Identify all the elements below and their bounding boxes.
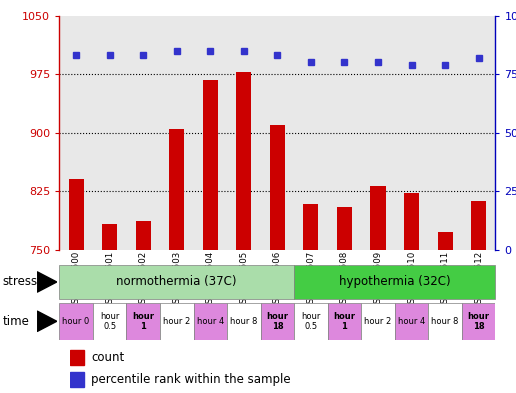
Text: hour
0.5: hour 0.5 [100,312,119,331]
Bar [69,179,84,250]
Text: count: count [91,351,124,364]
Bar [203,80,218,250]
Text: hour 8: hour 8 [431,317,459,326]
Bar [59,265,294,299]
Bar [438,231,453,250]
Polygon shape [37,311,57,331]
Text: normothermia (37C): normothermia (37C) [117,275,237,288]
Bar [303,204,318,250]
Bar [337,207,352,250]
Bar [294,303,328,340]
Bar [261,303,294,340]
Text: hour
1: hour 1 [333,312,356,331]
Text: hypothermia (32C): hypothermia (32C) [339,275,450,288]
Bar [102,224,117,250]
Text: hour
18: hour 18 [467,312,490,331]
Text: hour
0.5: hour 0.5 [301,312,320,331]
Bar [70,372,84,387]
Text: stress: stress [3,275,38,288]
Text: time: time [3,315,29,328]
Bar [471,201,486,250]
Bar [270,125,285,250]
Bar [428,303,462,340]
Bar [194,303,227,340]
Bar [59,303,93,340]
Bar [236,72,251,250]
Text: hour 4: hour 4 [197,317,224,326]
Bar [328,303,361,340]
Text: hour 0: hour 0 [62,317,90,326]
Bar [136,221,151,250]
Bar [93,303,126,340]
Bar [227,303,261,340]
Bar [169,129,184,250]
Bar [70,350,84,365]
Text: hour 2: hour 2 [364,317,392,326]
Bar [160,303,194,340]
Text: hour
1: hour 1 [132,312,154,331]
Text: percentile rank within the sample: percentile rank within the sample [91,373,291,386]
Text: hour 4: hour 4 [398,317,425,326]
Text: hour
18: hour 18 [266,312,288,331]
Bar [404,193,419,250]
Bar [126,303,160,340]
Text: hour 2: hour 2 [163,317,190,326]
Polygon shape [37,272,57,292]
Bar [361,303,395,340]
Bar [462,303,495,340]
Bar [294,265,495,299]
Text: hour 8: hour 8 [230,317,257,326]
Bar [395,303,428,340]
Bar [370,185,385,250]
